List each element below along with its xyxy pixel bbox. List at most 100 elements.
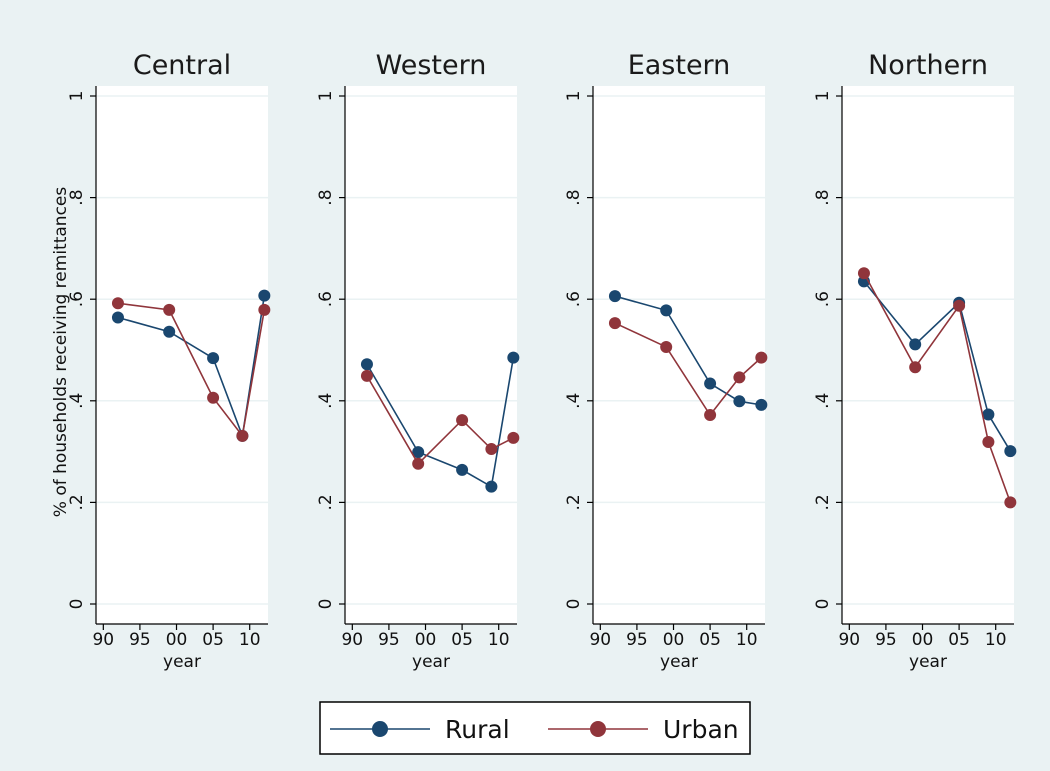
y-tick-label: .6 (67, 291, 87, 307)
x-tick-label: 10 (488, 630, 510, 650)
data-point-rural (207, 352, 220, 365)
y-tick-label: 1 (813, 91, 833, 102)
legend-box (319, 701, 751, 755)
data-point-rural (163, 325, 176, 338)
x-axis-title: year (909, 652, 947, 672)
y-tick-label: 1 (67, 91, 87, 102)
y-tick-label: .6 (564, 291, 584, 307)
y-tick-label: .8 (316, 189, 336, 205)
data-point-urban (507, 431, 520, 444)
x-tick-label: 00 (912, 630, 934, 650)
plot-area (842, 86, 1014, 624)
data-point-urban (163, 303, 176, 316)
y-tick-label: 1 (564, 91, 584, 102)
y-tick-label: .2 (67, 494, 87, 510)
plot-area (593, 86, 765, 624)
panel-title: Eastern (628, 50, 731, 81)
x-tick-label: 90 (341, 630, 363, 650)
data-point-rural (608, 290, 621, 303)
y-tick-label: .4 (67, 393, 87, 409)
x-tick-label: 90 (838, 630, 860, 650)
x-tick-label: 05 (451, 630, 473, 650)
y-tick-label: 0 (564, 599, 584, 610)
y-tick-label: .4 (813, 393, 833, 409)
legend-label-rural: Rural (445, 715, 510, 744)
data-point-urban (236, 429, 249, 442)
data-point-rural (258, 289, 271, 302)
data-point-rural (982, 408, 995, 421)
y-tick-label: .8 (813, 189, 833, 205)
y-tick-label: .2 (316, 494, 336, 510)
y-tick-label: .8 (564, 189, 584, 205)
x-tick-label: 00 (166, 630, 188, 650)
x-tick-label: 05 (699, 630, 721, 650)
x-tick-label: 95 (378, 630, 400, 650)
data-point-urban (857, 267, 870, 280)
data-point-rural (909, 338, 922, 351)
data-point-urban (660, 340, 673, 353)
x-tick-label: 00 (415, 630, 437, 650)
x-axis-title: year (660, 652, 698, 672)
data-point-urban (755, 351, 768, 364)
x-tick-label: 05 (948, 630, 970, 650)
data-point-rural (704, 377, 717, 390)
y-tick-label: .4 (564, 393, 584, 409)
x-tick-label: 00 (663, 630, 685, 650)
data-point-rural (456, 463, 469, 476)
legend-label-urban: Urban (663, 715, 739, 744)
data-point-rural (755, 398, 768, 411)
data-point-urban (207, 391, 220, 404)
x-tick-label: 90 (92, 630, 114, 650)
x-tick-label: 10 (985, 630, 1007, 650)
y-tick-label: .8 (67, 189, 87, 205)
y-tick-label: .6 (813, 291, 833, 307)
x-tick-label: 10 (736, 630, 758, 650)
legend-marker-urban (590, 721, 606, 737)
data-point-urban (953, 299, 966, 312)
data-point-urban (733, 371, 746, 384)
panel-title: Western (376, 50, 487, 81)
y-tick-label: 0 (316, 599, 336, 610)
data-point-rural (111, 311, 124, 324)
x-axis-title: year (163, 652, 201, 672)
x-tick-label: 10 (239, 630, 261, 650)
x-tick-label: 95 (875, 630, 897, 650)
legend-marker-rural (372, 721, 388, 737)
panel-title: Northern (868, 50, 988, 81)
data-point-urban (982, 435, 995, 448)
x-tick-label: 95 (626, 630, 648, 650)
x-axis-title: year (412, 652, 450, 672)
y-tick-label: 0 (813, 599, 833, 610)
plot-area (96, 86, 268, 624)
data-point-rural (412, 446, 425, 459)
data-point-rural (360, 358, 373, 371)
data-point-rural (1004, 445, 1017, 458)
x-tick-label: 95 (129, 630, 151, 650)
data-point-urban (485, 443, 498, 456)
data-point-rural (485, 480, 498, 493)
data-point-urban (360, 369, 373, 382)
data-point-urban (909, 361, 922, 374)
y-tick-label: .4 (316, 393, 336, 409)
data-point-urban (704, 409, 717, 422)
y-axis-title: % of households receiving remittances (51, 187, 71, 518)
data-point-urban (111, 297, 124, 310)
data-point-urban (608, 317, 621, 330)
data-point-rural (507, 351, 520, 364)
data-point-urban (1004, 496, 1017, 509)
plot-area (345, 86, 517, 624)
y-tick-label: 0 (67, 599, 87, 610)
panel-title: Central (133, 50, 231, 81)
y-tick-label: .2 (813, 494, 833, 510)
y-tick-label: .6 (316, 291, 336, 307)
data-point-rural (660, 304, 673, 317)
x-tick-label: 90 (589, 630, 611, 650)
legend: Rural Urban (319, 701, 751, 755)
data-point-urban (456, 414, 469, 427)
